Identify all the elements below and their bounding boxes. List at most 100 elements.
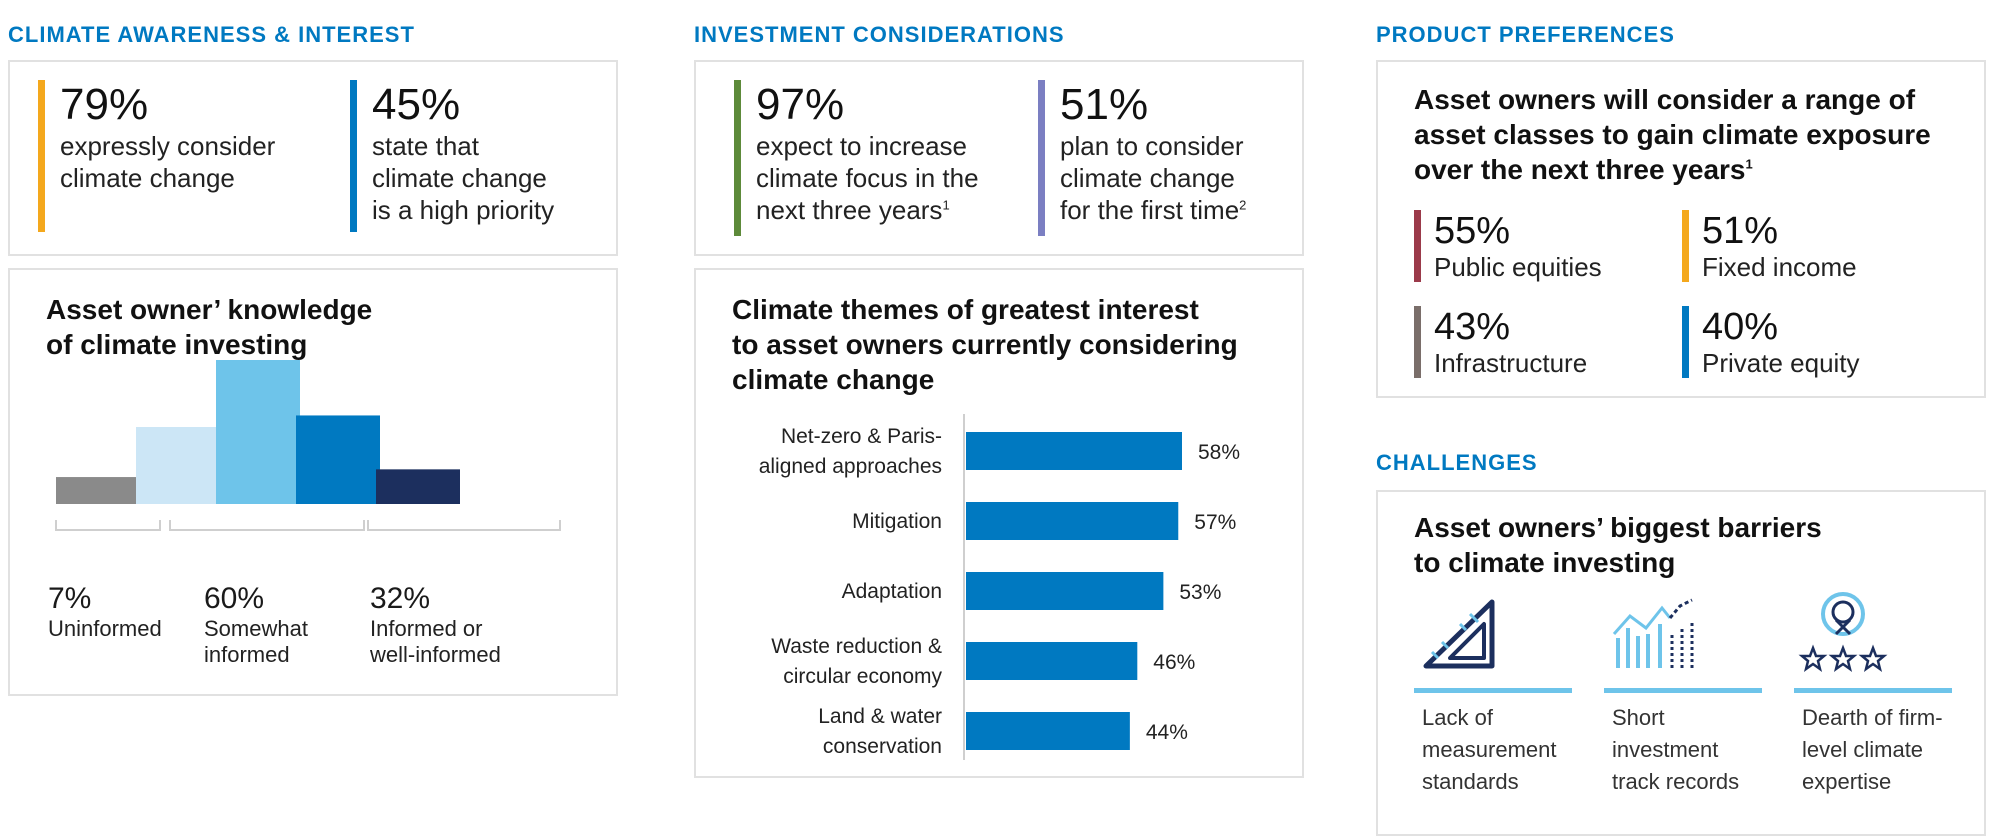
knowledge-chart-card: Asset owner’ knowledge of climate invest… <box>8 268 618 696</box>
theme-category-label: Net-zero & Paris- <box>781 425 942 448</box>
stat-accent-bar <box>38 80 45 232</box>
asset-private-equity: 40% Private equity <box>1682 306 1860 378</box>
theme-category-label: Adaptation <box>842 580 942 603</box>
stat-accent-bar <box>734 80 741 236</box>
stat-value: 97% <box>756 80 845 129</box>
challenge-track-records: Short investment track records <box>1612 705 1740 794</box>
stat-desc-line: for the first time2 <box>1060 195 1247 225</box>
theme-bar <box>966 432 1182 470</box>
group-label: Somewhat <box>204 616 308 641</box>
stat-desc-line: climate change <box>1060 163 1235 193</box>
asset-label: Fixed income <box>1702 252 1857 282</box>
theme-category-label: conservation <box>823 735 942 758</box>
theme-value-label: 57% <box>1194 511 1236 534</box>
stat-desc-line: climate change <box>372 163 547 193</box>
group-uninformed: 7% Uninformed <box>48 582 162 642</box>
asset-value: 40% <box>1702 306 1779 348</box>
theme-category-label: Land & water <box>818 705 942 728</box>
chart-trend-icon <box>1612 598 1694 668</box>
theme-category-label: Waste reduction & <box>771 635 942 658</box>
challenge-divider <box>1794 688 1952 693</box>
asset-value: 55% <box>1434 210 1511 252</box>
theme-value-label: 46% <box>1153 651 1195 674</box>
stat-accent-bar <box>1038 80 1045 236</box>
theme-category-label: aligned approaches <box>759 455 942 478</box>
challenges-card: Asset owners’ biggest barriers to climat… <box>1376 490 1986 836</box>
stat-desc-line: climate change <box>60 163 235 193</box>
challenge-divider <box>1414 688 1572 693</box>
stat-first-time: 51% plan to consider climate change for … <box>1038 80 1246 236</box>
asset-fixed-income: 51% Fixed income <box>1682 210 1857 282</box>
group-informed: 32% Informed or well-informed <box>370 582 501 668</box>
knowledge-bar <box>56 477 140 504</box>
stat-value: 45% <box>372 80 461 129</box>
section-title-investment: INVESTMENT CONSIDERATIONS <box>694 22 1065 47</box>
challenge-measurement-standards: Lack of measurement standards <box>1422 705 1557 794</box>
section-title-challenges: CHALLENGES <box>1376 450 1538 475</box>
group-somewhat-informed: 60% Somewhat informed <box>204 582 308 668</box>
stat-desc-line: plan to consider <box>1060 131 1244 161</box>
stat-accent-bar <box>1682 306 1689 378</box>
theme-bar <box>966 572 1164 610</box>
theme-bar <box>966 712 1130 750</box>
asset-value: 43% <box>1434 306 1511 348</box>
stat-desc-line: climate focus in the <box>756 163 979 193</box>
themes-chart-card: Climate themes of greatest interest to a… <box>694 268 1304 778</box>
stat-consider-climate: 79% expressly consider climate change <box>38 80 275 232</box>
themes-chart-title: Climate themes of greatest interest to a… <box>732 294 1238 395</box>
knowledge-bar-chart <box>55 360 561 531</box>
group-label: informed <box>204 642 290 667</box>
award-ribbon-icon <box>1798 592 1888 672</box>
product-title: Asset owners will consider a range of as… <box>1414 84 1931 185</box>
asset-value: 51% <box>1702 210 1779 252</box>
group-bracket <box>169 520 365 531</box>
group-label: Uninformed <box>48 616 162 641</box>
stat-desc-line: next three years1 <box>756 195 950 225</box>
stat-accent-bar <box>350 80 357 232</box>
theme-bar <box>966 642 1138 680</box>
asset-infrastructure: 43% Infrastructure <box>1414 306 1587 378</box>
group-label: well-informed <box>370 642 501 667</box>
stat-value: 79% <box>60 80 149 129</box>
knowledge-bar <box>296 415 380 504</box>
stat-high-priority: 45% state that climate change is a high … <box>350 80 554 232</box>
investment-stats-card: 97% expect to increase climate focus in … <box>694 60 1304 256</box>
asset-label: Infrastructure <box>1434 348 1588 378</box>
theme-bar <box>966 502 1179 540</box>
theme-category-label: circular economy <box>783 665 942 688</box>
themes-bar-chart: 58% Net-zero & Paris-aligned approaches 57… <box>759 414 1240 760</box>
stat-value: 51% <box>1060 80 1149 129</box>
asset-public-equities: 55% Public equities <box>1414 210 1602 282</box>
stat-accent-bar <box>1414 210 1421 282</box>
knowledge-chart-title: Asset owner’ knowledge of climate invest… <box>46 294 373 360</box>
stat-accent-bar <box>1414 306 1421 378</box>
stat-accent-bar <box>1682 210 1689 282</box>
group-label: Informed or <box>370 616 483 641</box>
awareness-stats-card: 79% expressly consider climate change 45… <box>8 60 618 256</box>
group-bracket <box>367 520 561 531</box>
stat-increase-focus: 97% expect to increase climate focus in … <box>734 80 979 236</box>
product-preferences-card: Asset owners will consider a range of as… <box>1376 60 1986 398</box>
stat-desc-line: expressly consider <box>60 131 276 161</box>
theme-value-label: 53% <box>1179 581 1221 604</box>
section-title-product: PRODUCT PREFERENCES <box>1376 22 1675 47</box>
theme-value-label: 58% <box>1198 441 1240 464</box>
challenge-climate-expertise: Dearth of firm- level climate expertise <box>1802 705 1943 794</box>
stat-desc-line: expect to increase <box>756 131 968 161</box>
group-pct: 32% <box>370 582 431 615</box>
knowledge-bar <box>376 469 460 504</box>
group-bracket <box>55 520 161 531</box>
section-title-awareness: CLIMATE AWARENESS & INTEREST <box>8 22 415 47</box>
theme-category-label: Mitigation <box>852 510 942 533</box>
group-pct: 60% <box>204 582 265 615</box>
knowledge-bar <box>136 427 220 504</box>
theme-value-label: 44% <box>1146 721 1188 744</box>
stat-desc-line: state that <box>372 131 479 161</box>
stat-desc-line: is a high priority <box>372 195 555 225</box>
group-pct: 7% <box>48 582 92 615</box>
ruler-triangle-icon <box>1423 599 1495 669</box>
asset-label: Public equities <box>1434 252 1602 282</box>
asset-label: Private equity <box>1702 348 1860 378</box>
challenges-title: Asset owners’ biggest barriers to climat… <box>1414 512 1822 578</box>
knowledge-bar <box>216 360 300 504</box>
